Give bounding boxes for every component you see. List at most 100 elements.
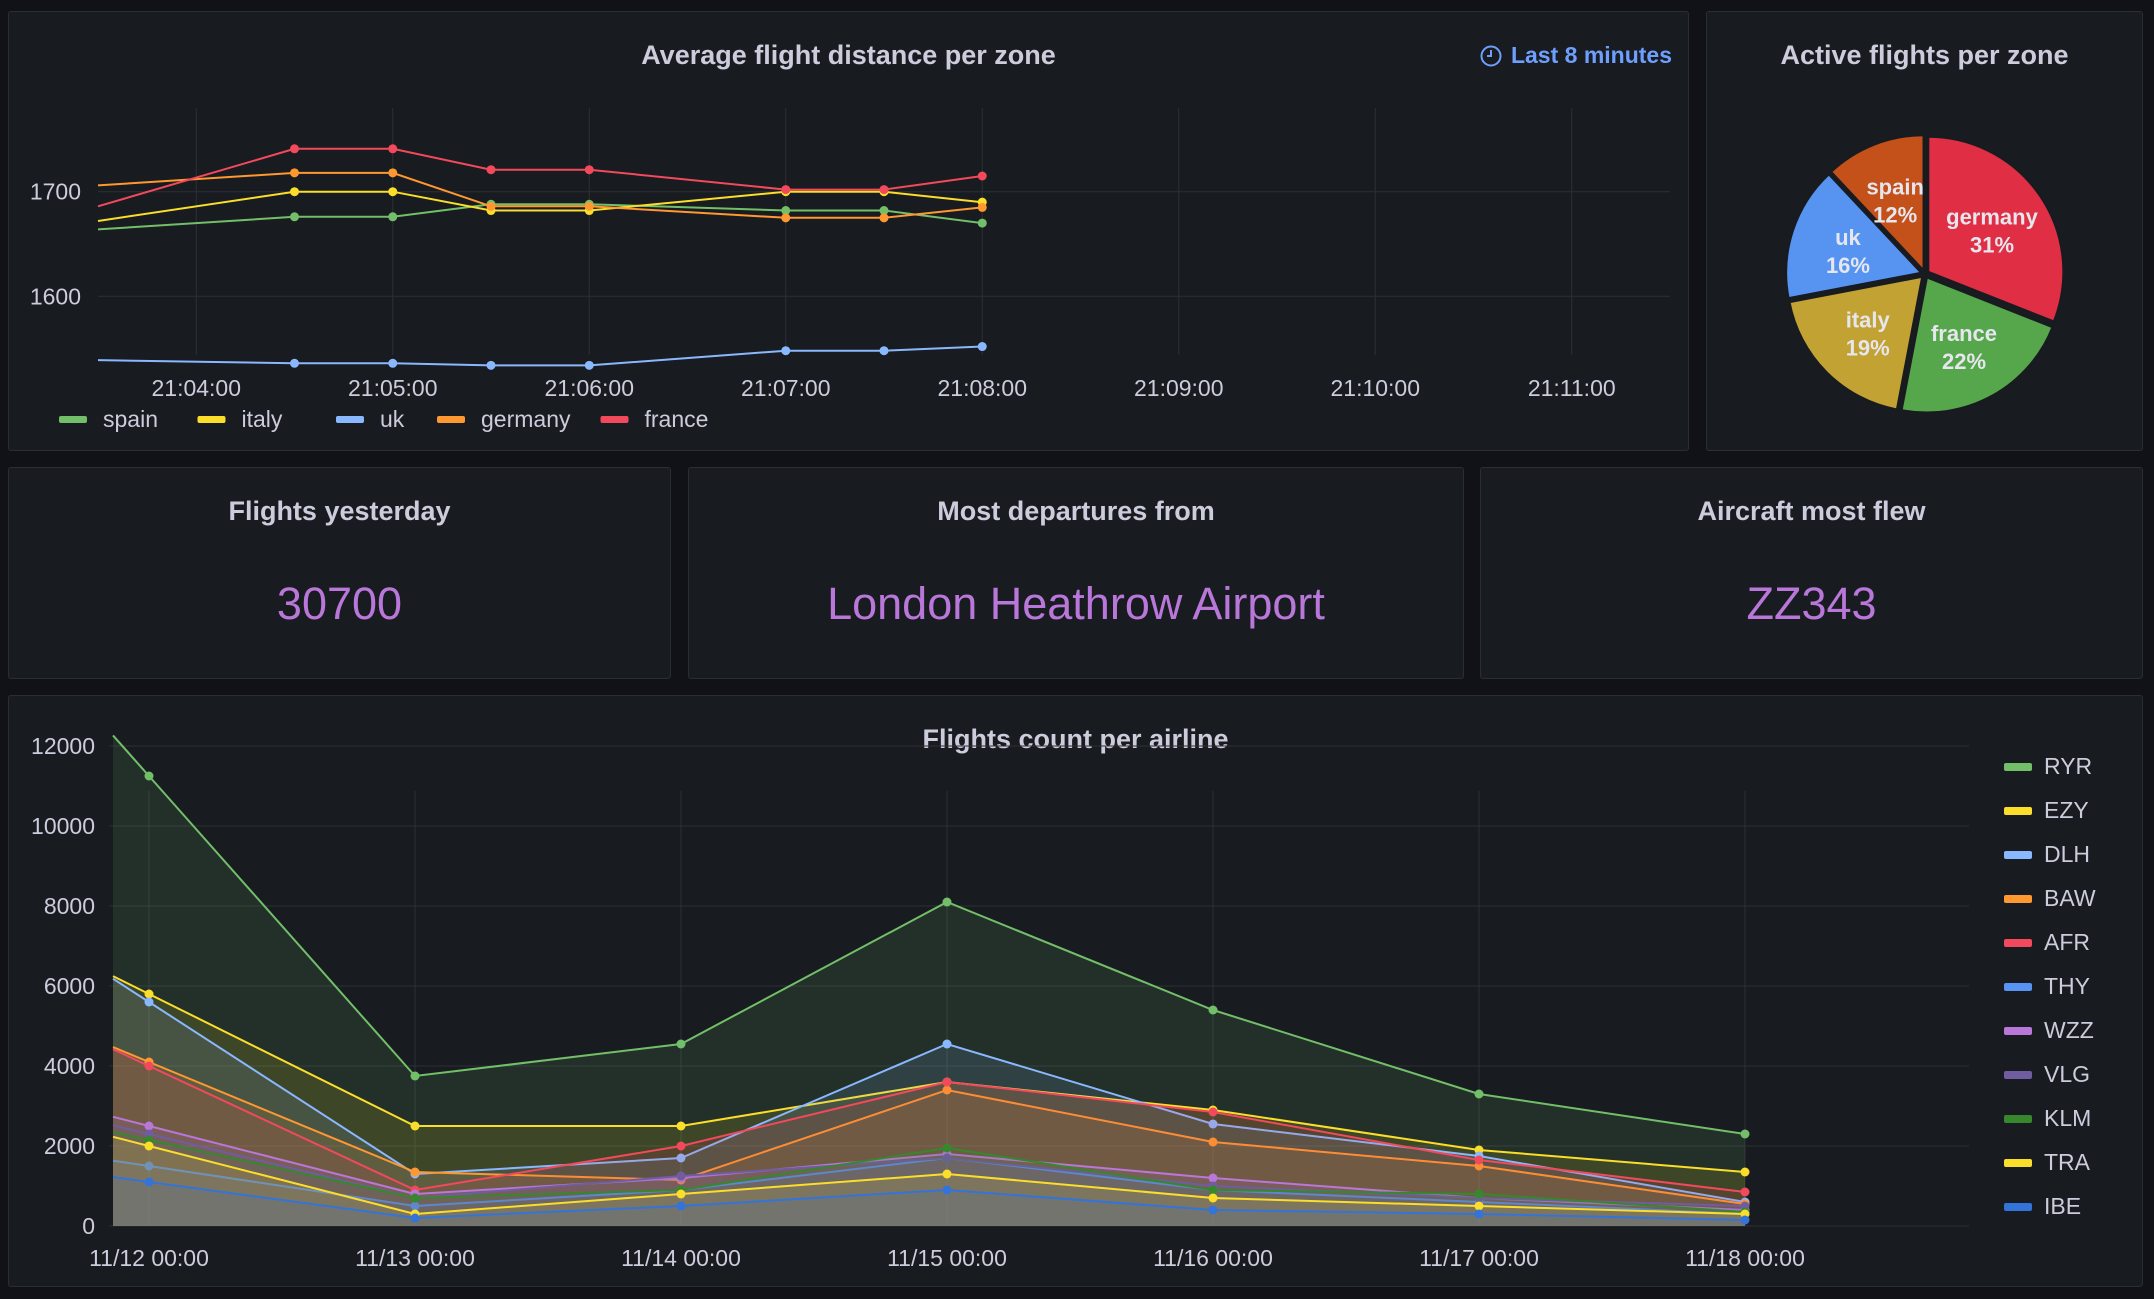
pie-slice-spain[interactable]: spain 12% — [1829, 134, 1925, 273]
series-TRA[interactable] — [112, 1135, 1750, 1226]
series-spain[interactable] — [97, 199, 987, 231]
legend-item-RYR[interactable]: RYR — [2004, 753, 2092, 780]
data-point[interactable] — [1740, 1187, 1750, 1197]
data-point[interactable] — [879, 206, 889, 216]
data-point[interactable] — [1474, 1155, 1484, 1165]
data-point[interactable] — [410, 1071, 420, 1081]
data-point[interactable] — [1474, 1089, 1484, 1099]
pie-slice-italy[interactable]: italy 19% — [1788, 275, 1924, 411]
data-point[interactable] — [942, 897, 952, 907]
legend-item-uk[interactable]: uk — [336, 406, 405, 432]
legend-item-spain[interactable]: spain — [59, 406, 158, 432]
data-point[interactable] — [676, 1121, 686, 1131]
airline-area-chart[interactable]: 11/12 00:00 11/13 00:00 11/14 00:00 11/15 0… — [9, 696, 2144, 1288]
data-point[interactable] — [486, 165, 496, 175]
data-point[interactable] — [942, 1185, 952, 1195]
data-point[interactable] — [879, 185, 889, 195]
data-point[interactable] — [486, 360, 496, 370]
data-point[interactable] — [388, 358, 398, 368]
data-point[interactable] — [584, 201, 594, 211]
legend-item-THY[interactable]: THY — [2004, 973, 2090, 1000]
series-france[interactable] — [97, 144, 987, 208]
data-point[interactable] — [942, 1169, 952, 1179]
series-IBE[interactable] — [112, 1176, 1750, 1226]
data-point[interactable] — [977, 202, 987, 212]
data-point[interactable] — [584, 360, 594, 370]
distance-panel-title[interactable]: Average flight distance per zone — [641, 40, 1056, 70]
data-point[interactable] — [1740, 1215, 1750, 1225]
data-point[interactable] — [1208, 1137, 1218, 1147]
data-point[interactable] — [676, 1039, 686, 1049]
data-point[interactable] — [942, 1143, 952, 1153]
data-point[interactable] — [388, 187, 398, 197]
stat-aircraft-title[interactable]: Aircraft most flew — [1697, 496, 1926, 526]
data-point[interactable] — [977, 342, 987, 352]
data-point[interactable] — [290, 144, 299, 154]
legend-item-IBE[interactable]: IBE — [2004, 1193, 2081, 1220]
pie-slice-uk[interactable]: uk 16% — [1785, 172, 1924, 300]
data-point[interactable] — [1740, 1167, 1750, 1177]
time-range-badge[interactable]: Last 8 minutes — [1479, 42, 1672, 69]
data-point[interactable] — [290, 168, 299, 178]
data-point[interactable] — [676, 1201, 686, 1211]
data-point[interactable] — [1474, 1209, 1484, 1219]
legend-item-WZZ[interactable]: WZZ — [2004, 1017, 2094, 1044]
data-point[interactable] — [781, 206, 791, 216]
series-RYR[interactable] — [112, 734, 1750, 1226]
data-point[interactable] — [1740, 1129, 1750, 1139]
data-point[interactable] — [144, 1141, 154, 1151]
data-point[interactable] — [1208, 1193, 1218, 1203]
data-point[interactable] — [781, 213, 791, 223]
data-point[interactable] — [879, 346, 889, 356]
data-point[interactable] — [144, 1121, 154, 1131]
distance-line-chart[interactable]: 21:04:00 21:05:00 21:06:00 21:07:00 21:08:00… — [9, 12, 1690, 452]
data-point[interactable] — [388, 212, 398, 222]
active-panel-title[interactable]: Active flights per zone — [1780, 40, 2069, 70]
legend-item-BAW[interactable]: BAW — [2004, 885, 2096, 912]
pie-slice-france[interactable]: france 22% — [1900, 276, 2054, 414]
data-point[interactable] — [942, 1077, 952, 1087]
data-point[interactable] — [942, 1039, 952, 1049]
data-point[interactable] — [879, 213, 889, 223]
data-point[interactable] — [676, 1189, 686, 1199]
data-point[interactable] — [1208, 1205, 1218, 1215]
legend-item-france[interactable]: france — [600, 406, 709, 432]
data-point[interactable] — [410, 1193, 420, 1203]
data-point[interactable] — [676, 1171, 686, 1181]
data-point[interactable] — [290, 358, 299, 368]
series-DLH[interactable] — [112, 977, 1750, 1226]
data-point[interactable] — [942, 1153, 952, 1163]
data-point[interactable] — [144, 989, 154, 999]
data-point[interactable] — [584, 165, 594, 175]
series-uk[interactable] — [97, 342, 987, 370]
data-point[interactable] — [1208, 1173, 1218, 1183]
data-point[interactable] — [1208, 1119, 1218, 1129]
data-point[interactable] — [144, 1161, 154, 1171]
legend-item-AFR[interactable]: AFR — [2004, 929, 2090, 956]
data-point[interactable] — [410, 1201, 420, 1211]
legend-item-EZY[interactable]: EZY — [2004, 797, 2089, 824]
data-point[interactable] — [410, 1167, 420, 1177]
data-point[interactable] — [486, 201, 496, 211]
data-point[interactable] — [388, 144, 398, 154]
data-point[interactable] — [676, 1153, 686, 1163]
data-point[interactable] — [410, 1213, 420, 1223]
data-point[interactable] — [1208, 1185, 1218, 1195]
legend-item-KLM[interactable]: KLM — [2004, 1105, 2091, 1132]
legend-item-DLH[interactable]: DLH — [2004, 841, 2090, 868]
series-germany[interactable] — [97, 168, 987, 223]
data-point[interactable] — [1208, 1005, 1218, 1015]
data-point[interactable] — [144, 1177, 154, 1187]
data-point[interactable] — [290, 187, 299, 197]
data-point[interactable] — [144, 1061, 154, 1071]
data-point[interactable] — [388, 168, 398, 178]
data-point[interactable] — [1474, 1189, 1484, 1199]
data-point[interactable] — [410, 1121, 420, 1131]
data-point[interactable] — [781, 185, 791, 195]
data-point[interactable] — [144, 771, 154, 781]
data-point[interactable] — [781, 346, 791, 356]
series-AFR[interactable] — [112, 1048, 1750, 1226]
data-point[interactable] — [144, 997, 154, 1007]
legend-item-TRA[interactable]: TRA — [2004, 1149, 2090, 1176]
data-point[interactable] — [977, 218, 987, 228]
